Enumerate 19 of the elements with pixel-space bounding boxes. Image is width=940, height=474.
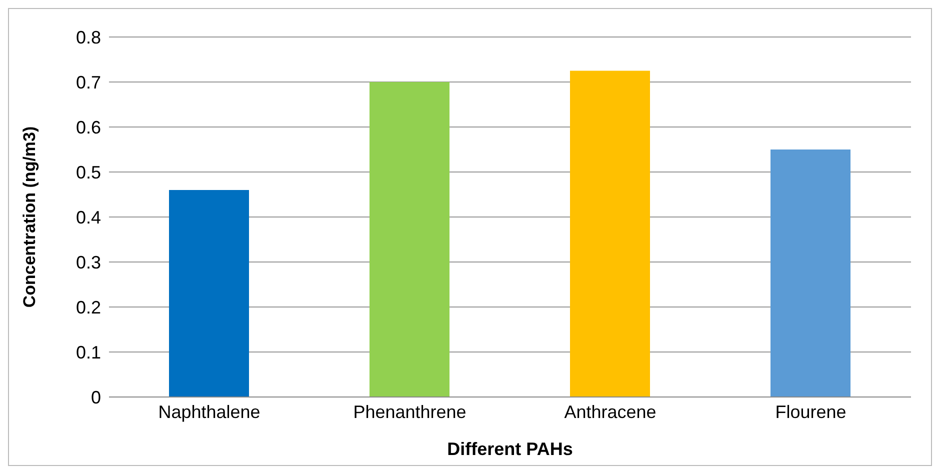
y-tick-label: 0.1 bbox=[76, 342, 101, 362]
x-tick-label: Phenanthrene bbox=[353, 402, 466, 422]
x-tick-label: Flourene bbox=[775, 402, 846, 422]
y-tick-label: 0.8 bbox=[76, 27, 101, 48]
bar bbox=[169, 190, 249, 397]
bar bbox=[770, 150, 850, 397]
y-tick-label: 0 bbox=[90, 387, 101, 408]
y-tick-label: 0.2 bbox=[76, 297, 101, 318]
y-tick-label: 0.6 bbox=[76, 117, 101, 138]
x-axis-title: Different PAHs bbox=[447, 439, 573, 459]
y-axis-title: Concentration (ng/m3) bbox=[20, 126, 40, 308]
x-tick-label: Anthracene bbox=[564, 402, 656, 422]
y-tick-label: 0.4 bbox=[76, 207, 101, 228]
y-tick-label: 0.7 bbox=[76, 72, 101, 92]
y-tick-label: 0.3 bbox=[76, 252, 101, 272]
x-tick-label: Naphthalene bbox=[158, 402, 260, 422]
bar bbox=[370, 82, 450, 397]
bar bbox=[570, 70, 650, 397]
y-tick-label: 0.5 bbox=[76, 162, 101, 182]
